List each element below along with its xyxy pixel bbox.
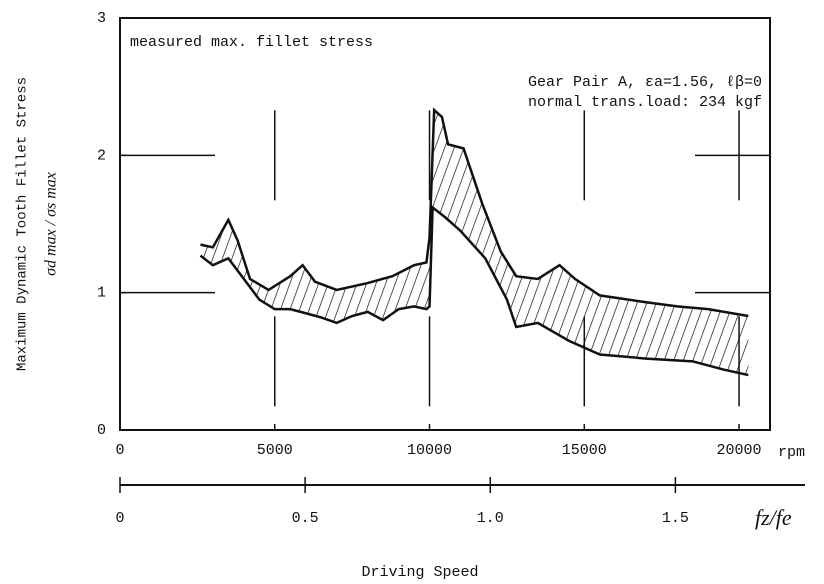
x-label: Driving Speed <box>361 564 478 581</box>
y-label-2: σd max / σs max <box>43 172 60 276</box>
annotation: Gear Pair A, εa=1.56, ℓβ=0 <box>528 74 762 91</box>
y-tick-label: 1 <box>97 285 106 302</box>
x-tick-label: 10000 <box>407 442 452 459</box>
x-tick-label: 20000 <box>717 442 762 459</box>
band-hatch <box>200 110 749 376</box>
x-tick-label: 0 <box>115 442 124 459</box>
x2-tick-label: 0 <box>115 510 124 527</box>
x-tick-label: 5000 <box>257 442 293 459</box>
band-edge <box>199 205 749 377</box>
y-tick-label: 2 <box>97 147 106 164</box>
band-edge <box>200 107 749 318</box>
x2-label: fz/fe <box>755 505 792 530</box>
annotation: measured max. fillet stress <box>130 34 373 51</box>
x-tick-label: 15000 <box>562 442 607 459</box>
plot-frame <box>119 17 771 431</box>
y-label: Maximum Dynamic Tooth Fillet Stress <box>15 77 31 371</box>
annotation: normal trans.load: 234 kgf <box>528 94 762 111</box>
x2-tick-label: 0.5 <box>292 510 319 527</box>
x-unit: rpm <box>778 444 805 461</box>
y-tick-label: 0 <box>97 422 106 439</box>
x2-tick-label: 1.0 <box>477 510 504 527</box>
x2-tick-label: 1.5 <box>662 510 689 527</box>
y-tick-label: 3 <box>97 10 106 27</box>
